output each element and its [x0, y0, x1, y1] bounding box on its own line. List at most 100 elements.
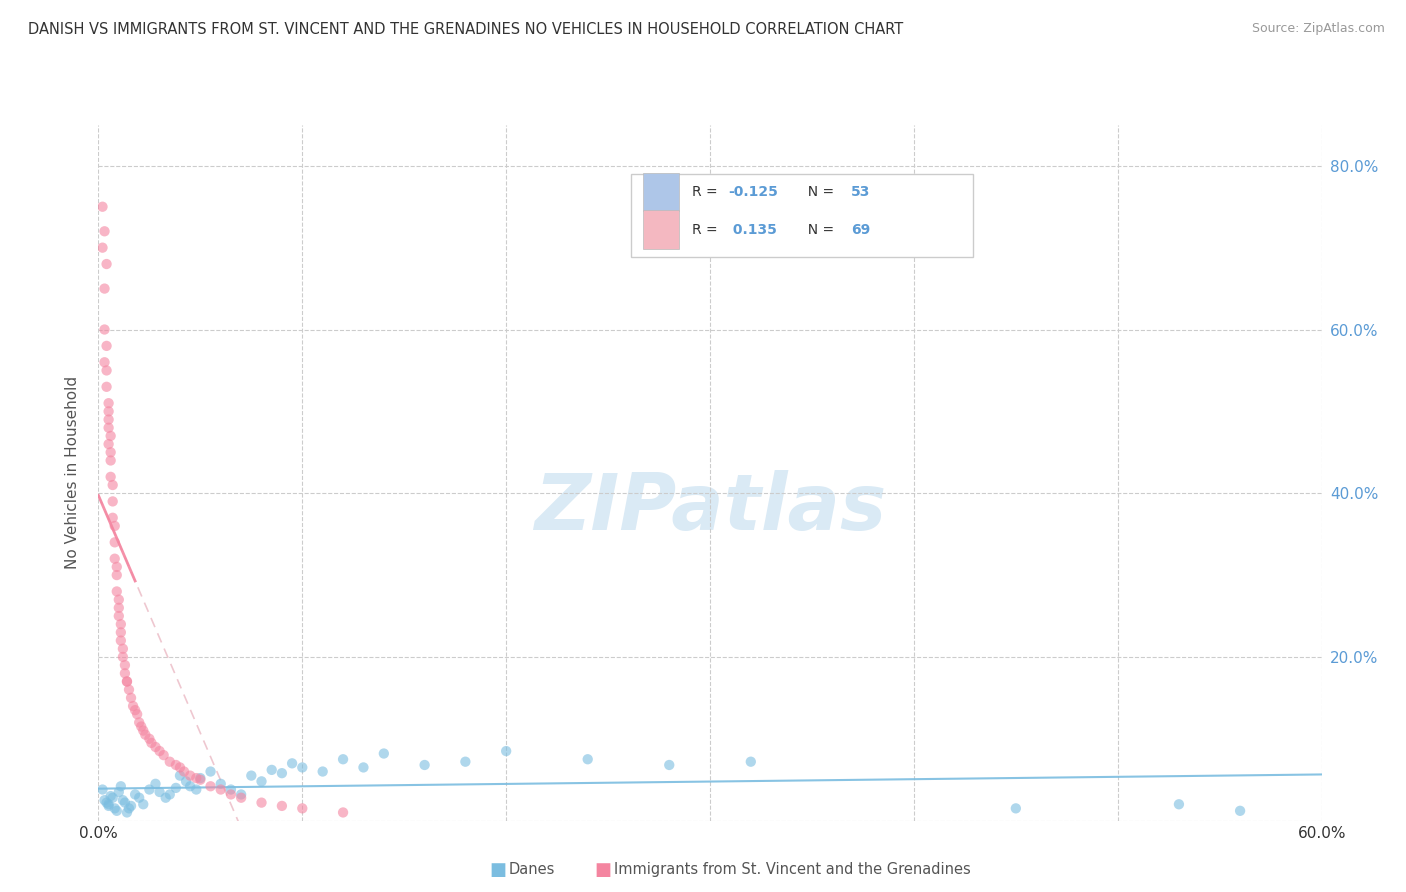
Point	[114, 666, 136, 681]
Point	[174, 774, 197, 789]
Point	[104, 535, 127, 549]
Point	[104, 519, 127, 533]
Point	[200, 764, 222, 779]
Point	[179, 769, 201, 783]
Point	[291, 801, 314, 815]
Text: Immigrants from St. Vincent and the Grenadines: Immigrants from St. Vincent and the Gren…	[614, 863, 972, 877]
Point	[110, 625, 132, 640]
FancyBboxPatch shape	[630, 174, 973, 257]
Point	[108, 609, 131, 624]
Point	[93, 224, 115, 238]
Point	[454, 755, 477, 769]
Point	[115, 674, 138, 689]
Point	[134, 728, 156, 742]
Point	[91, 241, 114, 255]
Text: 0.135: 0.135	[728, 223, 778, 236]
Point	[186, 771, 208, 785]
Point	[132, 797, 155, 812]
Point	[740, 755, 762, 769]
Point	[97, 798, 120, 813]
Point	[124, 703, 146, 717]
Point	[91, 200, 114, 214]
Point	[115, 674, 138, 689]
Point	[101, 478, 124, 492]
Text: -0.125: -0.125	[728, 185, 779, 199]
Point	[188, 771, 212, 785]
Point	[165, 780, 187, 795]
Text: ■: ■	[489, 861, 506, 879]
Point	[173, 764, 195, 779]
Point	[312, 764, 335, 779]
Text: N =: N =	[800, 185, 839, 199]
Point	[100, 445, 122, 459]
Point	[111, 641, 134, 656]
Point	[281, 756, 304, 771]
Text: DANISH VS IMMIGRANTS FROM ST. VINCENT AND THE GRENADINES NO VEHICLES IN HOUSEHOL: DANISH VS IMMIGRANTS FROM ST. VINCENT AN…	[28, 22, 904, 37]
Text: ■: ■	[595, 861, 612, 879]
Point	[96, 339, 118, 353]
Point	[93, 282, 115, 296]
Point	[120, 690, 142, 705]
Point	[100, 789, 122, 803]
Point	[97, 437, 120, 451]
Point	[219, 788, 242, 802]
Point	[186, 782, 208, 797]
Point	[132, 723, 155, 738]
Point	[97, 797, 120, 812]
Text: R =: R =	[692, 223, 721, 236]
Text: Danes: Danes	[509, 863, 555, 877]
Point	[141, 736, 163, 750]
Point	[352, 760, 374, 774]
Point	[108, 592, 131, 607]
Point	[240, 769, 263, 783]
Point	[93, 322, 115, 336]
Point	[152, 748, 174, 763]
Text: R =: R =	[692, 185, 721, 199]
Point	[97, 404, 120, 418]
Point	[169, 769, 191, 783]
Point	[200, 779, 222, 793]
Point	[115, 805, 138, 820]
Point	[100, 470, 122, 484]
Point	[169, 760, 191, 774]
Point	[155, 790, 177, 805]
Point	[1004, 801, 1026, 815]
Point	[97, 412, 120, 426]
Point	[111, 793, 134, 807]
Point	[100, 453, 122, 467]
Point	[108, 600, 131, 615]
Point	[96, 363, 118, 377]
Point	[120, 798, 142, 813]
Point	[159, 755, 181, 769]
Point	[149, 744, 172, 758]
Point	[108, 785, 131, 799]
Point	[101, 510, 124, 524]
Point	[495, 744, 517, 758]
Point	[250, 774, 273, 789]
Point	[101, 494, 124, 508]
Text: 53: 53	[851, 185, 870, 199]
Point	[159, 788, 181, 802]
Point	[124, 788, 146, 802]
Point	[413, 758, 436, 772]
Point	[231, 790, 253, 805]
Point	[149, 785, 172, 799]
Point	[101, 790, 124, 805]
Point	[105, 568, 128, 582]
Point	[122, 699, 145, 714]
Point	[209, 777, 232, 791]
Point	[114, 796, 136, 810]
Point	[118, 801, 141, 815]
Point	[138, 782, 160, 797]
Point	[145, 777, 167, 791]
Point	[373, 747, 395, 761]
Point	[138, 731, 160, 746]
Point	[104, 551, 127, 566]
Point	[576, 752, 599, 766]
Point	[1167, 797, 1189, 812]
FancyBboxPatch shape	[643, 211, 679, 249]
Point	[97, 421, 120, 435]
Point	[110, 633, 132, 648]
Point	[219, 782, 242, 797]
Point	[127, 707, 149, 722]
